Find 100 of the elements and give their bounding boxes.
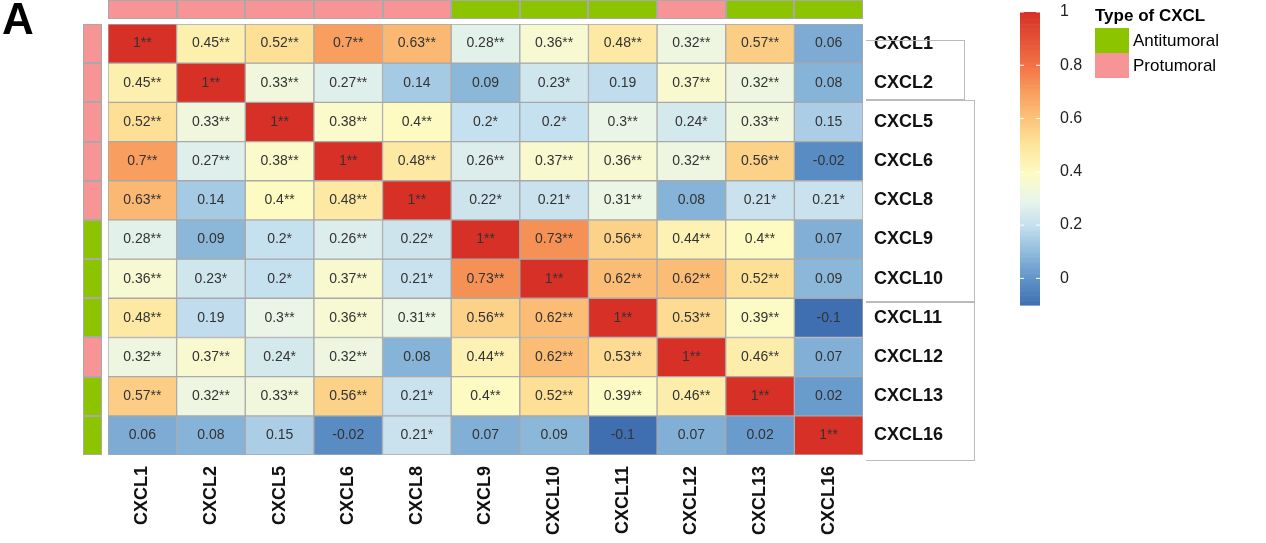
data-label: 1**	[407, 191, 427, 208]
data-label: 0.37**	[191, 347, 231, 364]
y-tick-label: CXCL16	[874, 424, 944, 445]
text: Protumoral	[1133, 55, 1217, 76]
data-label: 1**	[613, 308, 633, 325]
x-tick-label: CXCL1	[131, 466, 152, 526]
data-label: 0.28**	[466, 34, 506, 51]
data-label: 0.02	[746, 426, 774, 443]
x-tick-label: CXCL16	[817, 466, 838, 536]
data-label: 0.06	[128, 426, 157, 443]
data-label: 0.21*	[400, 269, 434, 286]
data-label: 0.19	[609, 73, 637, 90]
data-label: 0.06	[815, 34, 843, 51]
data-label: 0.52**	[260, 34, 300, 51]
data-label: 0.32**	[672, 152, 712, 168]
data-label: 0.08	[197, 426, 225, 443]
x-tick-label: CXCL11	[611, 466, 632, 535]
data-label: 1**	[682, 347, 702, 364]
data-label: 0.7**	[127, 152, 159, 168]
data-label: -0.1	[816, 308, 841, 325]
y-tick-label: CXCL10	[874, 267, 944, 288]
data-label: 0.73**	[466, 269, 506, 286]
data-label: 0.2*	[267, 230, 293, 247]
data-label: 0.39**	[740, 308, 780, 325]
legend-title: Type of CXCL	[1095, 6, 1207, 26]
data-label: 0.53**	[603, 347, 643, 364]
data-label: 0.52**	[740, 269, 780, 286]
data-label: 0.57**	[740, 34, 780, 51]
x-tick-label: CXCL6	[337, 466, 358, 526]
x-tick-label: CXCL12	[680, 466, 701, 536]
data-label: 0.62**	[603, 269, 643, 286]
data-label: 0.63**	[397, 34, 437, 51]
data-label: 1**	[819, 426, 839, 443]
x-tick-label: CXCL2	[199, 466, 220, 526]
data-label: 0.21*	[400, 387, 434, 404]
y-tick-label: CXCL11	[874, 306, 943, 327]
data-label: 0.48**	[603, 34, 643, 51]
data-label: 0.07	[471, 426, 500, 443]
data-label: 0.08	[815, 73, 843, 90]
data-label: 0.15	[265, 426, 294, 443]
data-label: 0.32**	[329, 347, 368, 364]
data-label: 0.38**	[260, 152, 300, 168]
data-label: 0.56**	[740, 152, 780, 168]
data-label: 0.08	[677, 191, 706, 208]
data-label: 0.09	[471, 73, 500, 90]
color-bar-label: 0	[1060, 268, 1069, 286]
data-label: 0.22*	[400, 230, 434, 247]
y-tick-label: CXCL5	[874, 110, 934, 131]
data-label: 0.07	[815, 230, 843, 247]
data-label: 0.52**	[535, 387, 574, 404]
data-label: 1**	[270, 112, 290, 129]
text: Antitumoral	[1133, 30, 1219, 51]
data-label: 0.4**	[401, 112, 433, 129]
data-label: 0.57**	[123, 387, 162, 404]
y-tick-label: CXCL12	[874, 346, 944, 367]
color-bar-label: 0.6	[1060, 108, 1083, 126]
data-label: 1**	[750, 387, 770, 404]
data-label: 1**	[476, 230, 496, 247]
data-label: 0.33**	[260, 387, 300, 404]
data-label: 0.14	[197, 191, 225, 208]
data-label: 0.38**	[329, 112, 368, 129]
color-bar-label: 0.4	[1060, 162, 1083, 180]
data-label: 0.62**	[535, 347, 574, 364]
data-label: 0.19	[197, 308, 225, 325]
data-label: 0.23*	[537, 73, 572, 90]
data-label: 0.56**	[466, 308, 506, 325]
data-label: 0.7**	[333, 34, 364, 51]
data-label: 0.56**	[603, 230, 643, 247]
data-label: 0.07	[677, 426, 706, 443]
data-label: 0.15	[815, 112, 843, 129]
data-label: 0.32**	[123, 347, 162, 364]
data-label: 0.2*	[541, 112, 568, 129]
data-label: 0.14	[403, 73, 431, 90]
data-label: 1**	[201, 73, 221, 90]
data-label: 0.27**	[329, 73, 368, 90]
data-label: 0.36**	[603, 152, 643, 168]
y-tick-label: CXCL13	[874, 385, 944, 406]
data-label: 0.3**	[264, 308, 296, 325]
data-label: 0.24*	[263, 347, 297, 364]
data-label: 0.09	[815, 269, 843, 286]
data-label: 0.33**	[740, 112, 780, 129]
data-label: 0.45**	[191, 34, 231, 51]
data-label: 0.37**	[672, 73, 712, 90]
data-label: 0.37**	[329, 269, 368, 286]
data-label: 0.36**	[329, 308, 368, 325]
color-bar-label: 0.2	[1060, 215, 1083, 233]
data-label: 0.28**	[123, 230, 162, 247]
data-label: 0.4**	[264, 191, 296, 208]
y-tick-label: CXCL2	[874, 71, 934, 92]
data-label: 0.31**	[397, 308, 437, 325]
data-label: 0.73**	[535, 230, 574, 247]
color-bar-label: 0.8	[1060, 55, 1083, 73]
data-label: 0.44**	[466, 347, 506, 364]
data-label: 0.62**	[535, 308, 574, 325]
data-label: 0.27**	[191, 152, 231, 168]
x-tick-label: CXCL10	[543, 466, 564, 536]
y-tick-label: CXCL6	[874, 150, 934, 171]
data-label: 0.33**	[260, 73, 300, 90]
data-label: -0.1	[610, 426, 636, 443]
data-label: 0.46**	[672, 387, 712, 404]
